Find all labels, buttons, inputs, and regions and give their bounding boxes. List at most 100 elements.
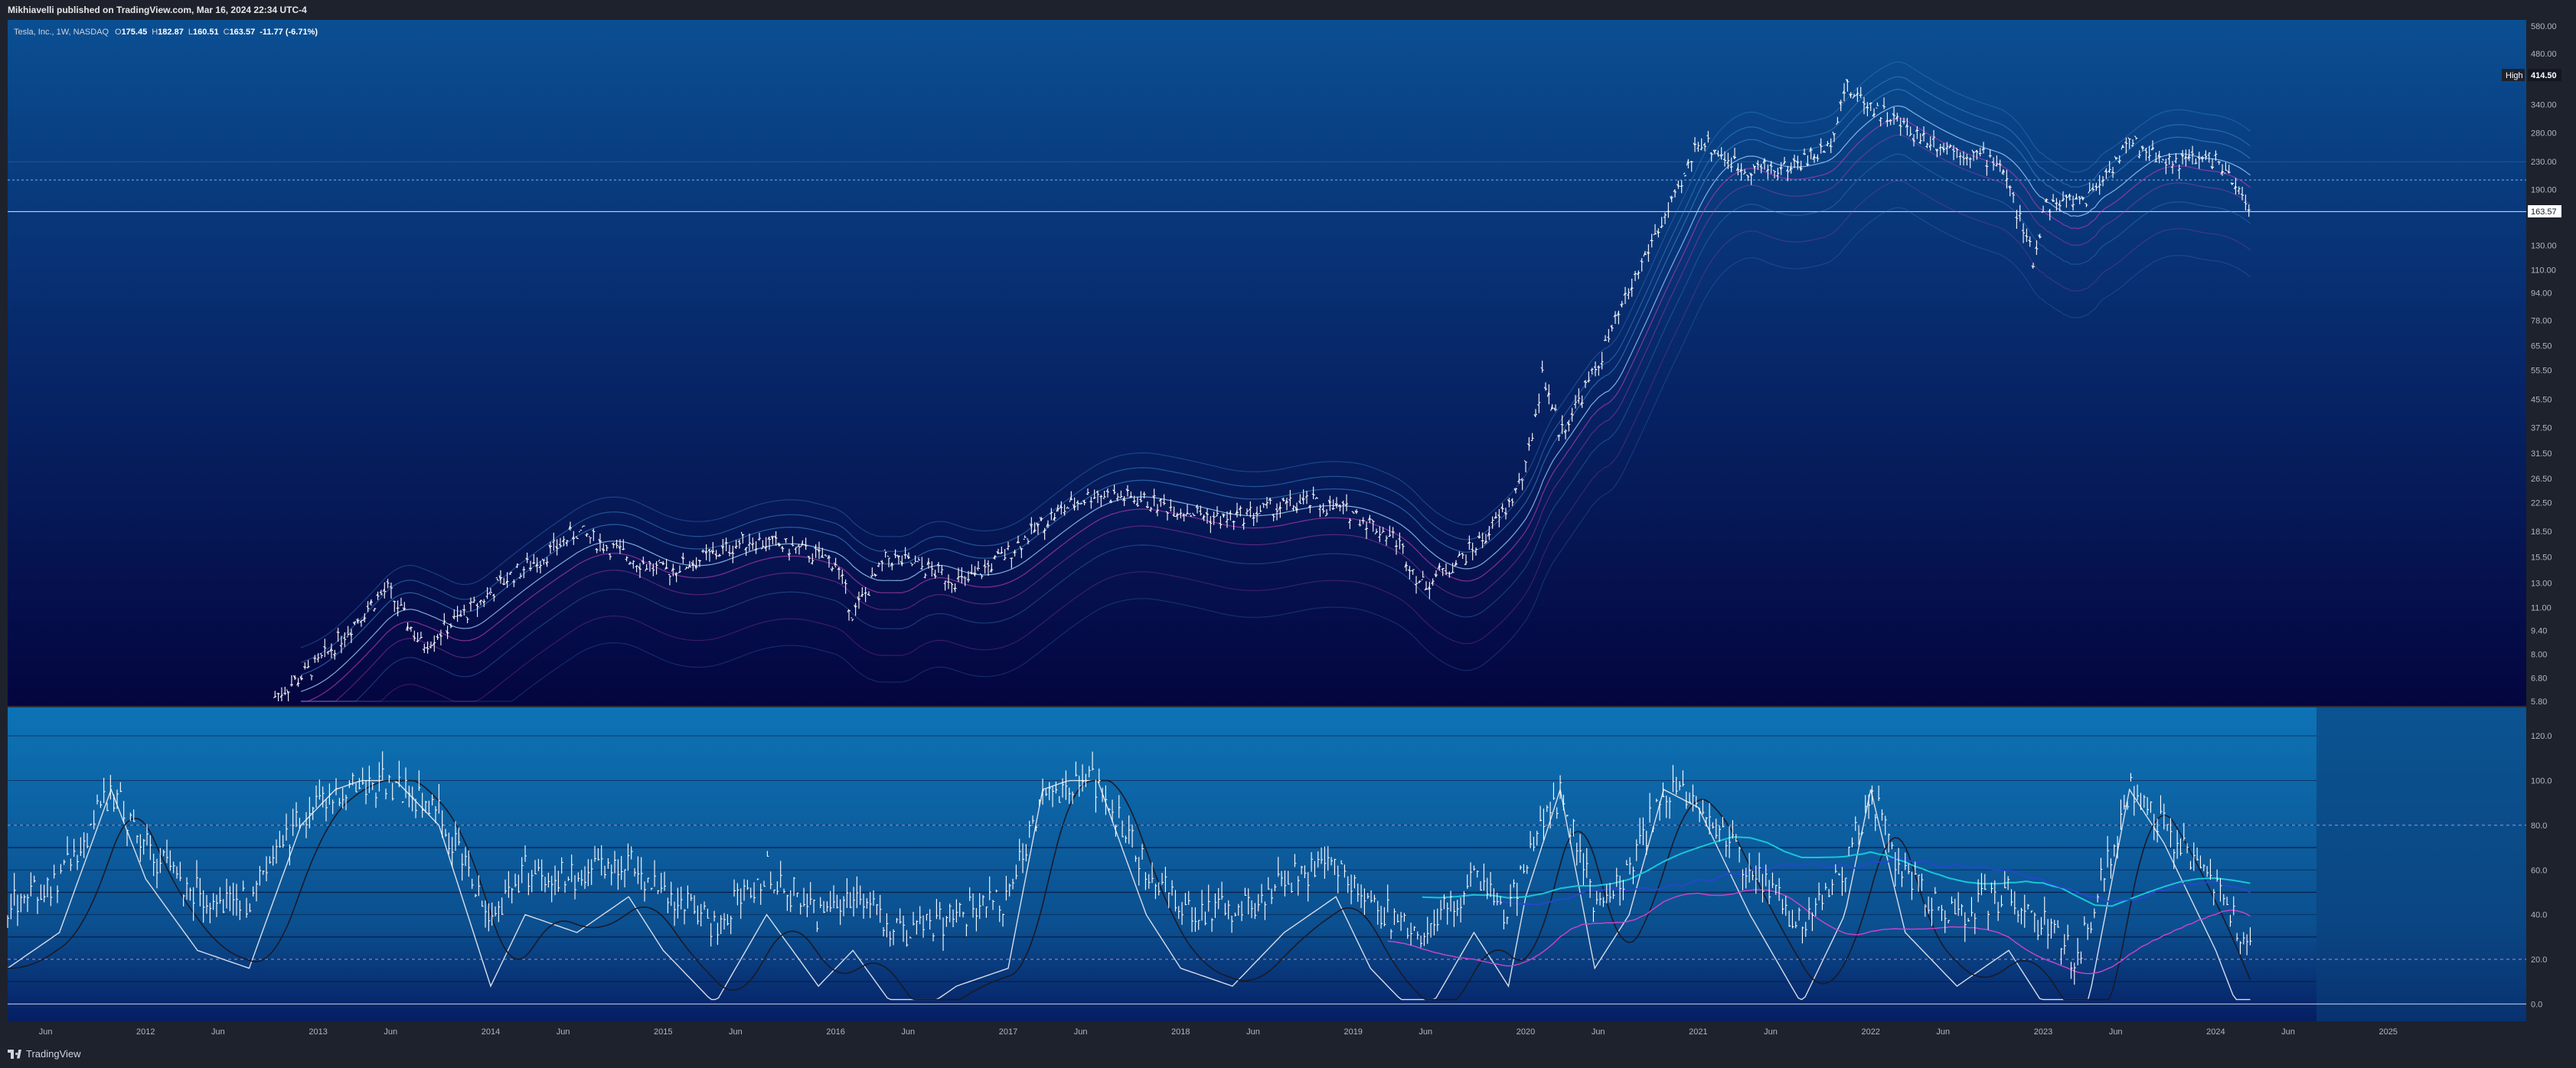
price-bar-open bbox=[956, 576, 959, 580]
price-bar-open bbox=[1955, 147, 1957, 149]
price-bar-open bbox=[1610, 325, 1613, 328]
price-bar-open bbox=[827, 554, 830, 560]
price-bar-open bbox=[1073, 504, 1076, 510]
price-bar-open bbox=[860, 593, 863, 597]
price-bar-open bbox=[2147, 156, 2150, 158]
price-bar-open bbox=[1603, 339, 1606, 341]
price-bar-open bbox=[681, 556, 684, 560]
price-bar-open bbox=[658, 559, 661, 562]
price-bar-open bbox=[299, 676, 302, 681]
time-axis-tick: 2022 bbox=[1861, 1027, 1879, 1037]
price-bar-open bbox=[1053, 517, 1056, 521]
price-bar-open bbox=[1849, 93, 1852, 97]
price-bar-open bbox=[1205, 511, 1208, 515]
price-bar-open bbox=[1799, 166, 1802, 171]
price-bar-open bbox=[279, 694, 282, 698]
price-bar-open bbox=[993, 555, 996, 560]
price-bar-open bbox=[2124, 142, 2127, 143]
price-bar-open bbox=[804, 544, 807, 547]
price-bar-open bbox=[807, 555, 810, 558]
price-bar-open bbox=[1732, 155, 1735, 160]
price-bar-open bbox=[2140, 145, 2143, 150]
price-bar-open bbox=[1354, 510, 1357, 514]
price-bar-open bbox=[691, 562, 694, 567]
price-bar-open bbox=[694, 564, 697, 570]
price-bar-open bbox=[1925, 145, 1928, 148]
osc-fast-line bbox=[7, 779, 2251, 1001]
price-bar-open bbox=[1941, 146, 1944, 152]
price-bar-open bbox=[1135, 502, 1138, 506]
price-bar-open bbox=[1314, 496, 1317, 500]
price-bar-open bbox=[2038, 234, 2041, 238]
price-bar-open bbox=[1998, 162, 2001, 165]
price-bar-open bbox=[1650, 239, 1652, 242]
price-bar-open bbox=[1394, 545, 1397, 547]
price-bar-open bbox=[342, 637, 345, 639]
future-shade bbox=[2316, 707, 2526, 1021]
price-bar-open bbox=[1805, 162, 1808, 167]
price-bar-open bbox=[1487, 531, 1490, 537]
price-bar-open bbox=[329, 647, 332, 652]
price-bar-open bbox=[720, 545, 723, 550]
price-bar-open bbox=[1175, 514, 1178, 518]
chart-area[interactable]: 580.00 480.00 340.00 280.00 230.00 190.00 130.… bbox=[0, 20, 2576, 1040]
price-bar-open bbox=[1948, 145, 1951, 149]
price-bar-open bbox=[1646, 251, 1649, 255]
price-bar-open bbox=[1374, 531, 1377, 535]
price-axis-tick: 31.50 bbox=[2531, 449, 2552, 459]
price-bar-open bbox=[870, 575, 873, 578]
envelope-band-6 bbox=[301, 134, 2251, 702]
price-bars bbox=[273, 78, 2251, 701]
price-bar-open bbox=[2058, 202, 2061, 206]
price-bar-open bbox=[1895, 116, 1898, 120]
price-bar-open bbox=[1291, 508, 1294, 510]
price-bar-open bbox=[1232, 521, 1234, 524]
high-label: H bbox=[152, 28, 158, 37]
price-bar-open bbox=[1367, 517, 1370, 521]
price-bar-open bbox=[774, 535, 777, 540]
price-bar-open bbox=[1235, 510, 1238, 515]
price-bar-open bbox=[635, 565, 637, 568]
price-bar-open bbox=[1437, 563, 1440, 570]
price-bar-open bbox=[1115, 498, 1118, 500]
osc-cyan-line bbox=[1422, 836, 2251, 907]
price-bar-open bbox=[1590, 369, 1592, 371]
price-bar-open bbox=[1934, 149, 1938, 152]
price-bar-open bbox=[2117, 160, 2121, 163]
price-bar-open bbox=[1189, 513, 1191, 515]
price-bar-open bbox=[1046, 522, 1049, 527]
price-bar-open bbox=[996, 550, 999, 555]
price-bar-open bbox=[1468, 542, 1470, 544]
price-axis-tick: 280.00 bbox=[2531, 129, 2557, 139]
price-bar-open bbox=[379, 591, 382, 594]
price-bar-open bbox=[319, 653, 322, 655]
time-axis-tick: Jun bbox=[384, 1027, 397, 1037]
price-bar-open bbox=[1839, 101, 1842, 106]
price-bar-open bbox=[1762, 158, 1765, 164]
price-bar-open bbox=[2180, 152, 2183, 158]
price-bar-open bbox=[2031, 265, 2034, 269]
price-bar-open bbox=[2085, 202, 2087, 204]
tradingview-logo[interactable]: TradingView bbox=[8, 1048, 81, 1060]
price-bar-open bbox=[389, 586, 392, 588]
envelope-band-8 bbox=[301, 180, 2251, 702]
price-bar-open bbox=[306, 666, 309, 669]
price-bar-open bbox=[1951, 149, 1954, 151]
price-axis-tick: 480.00 bbox=[2531, 50, 2557, 59]
price-bar-open bbox=[2034, 246, 2037, 250]
price-bar-open bbox=[1971, 149, 1974, 154]
price-bar-open bbox=[1795, 160, 1798, 165]
price-bar-open bbox=[1454, 561, 1457, 567]
osc-axis-tick: 80.0 bbox=[2531, 821, 2547, 831]
price-bar-open bbox=[1623, 292, 1626, 296]
price-bar-open bbox=[2154, 160, 2156, 163]
price-bar-open bbox=[840, 574, 843, 577]
price-bar-open bbox=[2001, 168, 2004, 175]
price-bar-open bbox=[966, 578, 969, 581]
price-bar-open bbox=[1683, 172, 1686, 175]
price-bar-open bbox=[1653, 233, 1656, 236]
price-bar-open bbox=[1879, 119, 1882, 122]
price-bar-open bbox=[1301, 497, 1304, 502]
time-axis-tick: Jun bbox=[1764, 1027, 1778, 1037]
price-bar-open bbox=[429, 645, 432, 649]
